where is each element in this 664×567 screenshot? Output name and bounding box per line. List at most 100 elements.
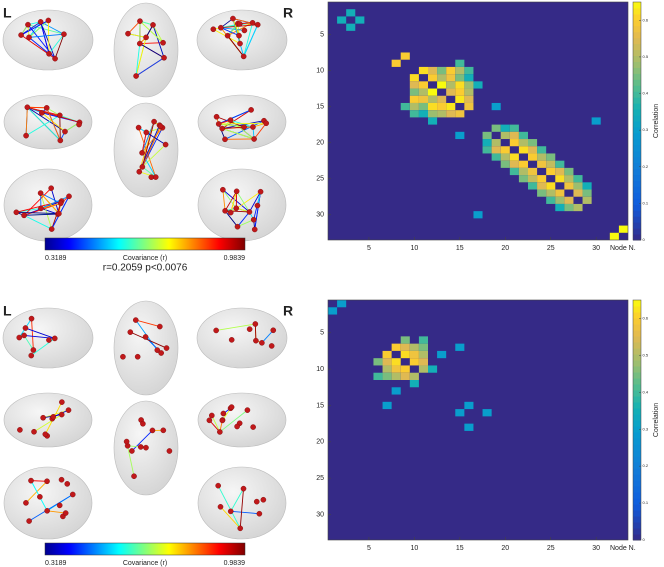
brain-view [197, 94, 287, 150]
heatmap-cell [618, 225, 628, 233]
node [249, 19, 256, 26]
heatmap-cell [518, 175, 528, 183]
heatmap-cell [437, 95, 447, 103]
colorbar-segment [633, 43, 641, 51]
node [224, 32, 231, 39]
node [125, 30, 131, 37]
colorbar-segment [633, 13, 641, 21]
colorbar-tick-label: 0.6 [643, 17, 649, 22]
node [134, 353, 141, 360]
colorbar-segment [633, 390, 641, 397]
colorbar-min: 0.3189 [45, 255, 67, 262]
colorbar-segment [633, 144, 641, 152]
edge [135, 57, 165, 77]
colorbar-segment [633, 132, 641, 140]
colorbar-segment [633, 49, 641, 57]
heatmap-cell [573, 203, 583, 212]
heatmap-cell [555, 160, 565, 168]
heatmap-cell [446, 110, 456, 118]
colorbar-segment [633, 156, 641, 164]
edge [222, 189, 226, 211]
colorbar-segment [633, 37, 641, 45]
heatmap-cell [346, 9, 356, 17]
brain-view [196, 307, 288, 369]
node [222, 208, 228, 214]
colorbar-segment [633, 444, 641, 451]
heatmap-cell [528, 167, 538, 176]
heatmap-cell [446, 88, 456, 96]
heatmap-cell [437, 102, 447, 111]
node [143, 34, 149, 41]
colorbar-tick-label: 0.2 [643, 164, 649, 169]
node [23, 132, 29, 139]
edge [27, 106, 80, 123]
heatmap-cell [400, 102, 410, 111]
node [250, 424, 256, 430]
heatmap-cell [391, 59, 401, 67]
heatmap-cell [400, 365, 410, 373]
edge [27, 106, 66, 132]
edge [41, 112, 66, 132]
node [215, 482, 221, 489]
edge [23, 335, 34, 351]
node [25, 21, 31, 28]
colorbar-segment [633, 420, 641, 427]
colorbar-segment [633, 378, 641, 385]
node [139, 150, 145, 156]
heatmap-cell [546, 196, 556, 204]
colorbar-segment [633, 228, 641, 235]
node [227, 508, 234, 515]
edge [135, 43, 141, 77]
heatmap-cell [573, 182, 583, 190]
heatmap-cell [546, 182, 556, 190]
edge [40, 192, 60, 214]
heatmap-cell [418, 95, 428, 103]
colorbar-segment [633, 384, 641, 391]
heatmap-cell [464, 74, 474, 82]
colorbar-max: 0.9839 [224, 560, 246, 567]
heatmap-cell [418, 110, 428, 118]
colorbar-tick-label: 0.1 [643, 200, 649, 205]
node [140, 420, 146, 427]
heatmap-cell [400, 343, 410, 351]
x-axis-label: Node N. [610, 245, 636, 252]
right-label: R [283, 5, 293, 21]
colorbar-segment [633, 528, 641, 535]
heatmap-cell [537, 146, 547, 154]
node [23, 500, 29, 506]
x-tick-label: 20 [501, 545, 509, 552]
heatmap-cell [409, 350, 419, 359]
heatmap-cell [564, 196, 574, 204]
heatmap-cell [418, 66, 428, 75]
colorbar-segment [633, 474, 641, 481]
heatmap-cell [428, 102, 438, 111]
heatmap-cell [418, 358, 428, 366]
heatmap-cell [500, 131, 510, 140]
edge [47, 20, 50, 54]
node [246, 326, 253, 332]
heatmap-cell [509, 160, 519, 168]
colorbar-segment [633, 468, 641, 475]
node [56, 502, 63, 509]
heatmap-cell [482, 146, 492, 154]
node [56, 210, 62, 217]
heatmap-cell [555, 203, 565, 212]
node [213, 327, 219, 334]
node [65, 407, 72, 413]
colorbar-segment [633, 486, 641, 493]
edge [222, 126, 245, 130]
heatmap-cell [418, 81, 428, 89]
x-tick-label: 5 [367, 245, 371, 252]
colorbar-label: Covariance (r) [123, 560, 167, 567]
node [132, 317, 139, 323]
x-tick-label: 25 [547, 545, 555, 552]
edge [220, 27, 240, 37]
heatmap-cell [555, 167, 565, 176]
colorbar-frame [632, 1, 642, 241]
colorbar-segment [633, 510, 641, 517]
node [57, 112, 63, 119]
heatmap-cell [546, 167, 556, 176]
colorbar-segment [633, 31, 641, 39]
edge [28, 21, 41, 38]
colorbar-max: 0.9839 [224, 255, 246, 262]
